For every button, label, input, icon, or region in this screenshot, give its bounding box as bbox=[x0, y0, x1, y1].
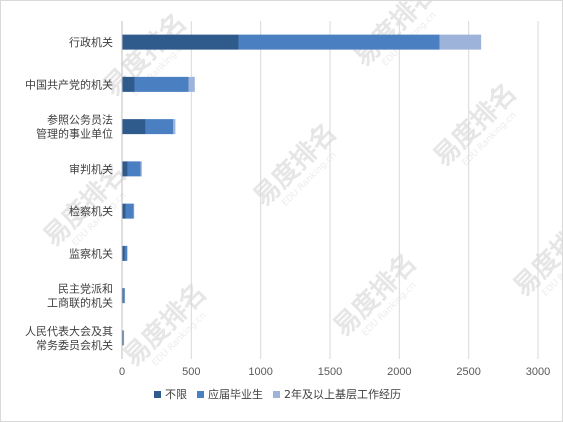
bar-segment bbox=[133, 203, 135, 219]
bar-segment bbox=[122, 119, 146, 135]
bar-segment bbox=[188, 76, 195, 92]
bar-segment bbox=[125, 203, 134, 219]
x-tick-label: 2500 bbox=[456, 366, 480, 378]
category-label: 监察机关 bbox=[69, 246, 113, 260]
legend-swatch bbox=[273, 391, 280, 398]
x-tick-label: 1000 bbox=[248, 366, 272, 378]
bar-segment bbox=[145, 119, 174, 135]
bar-segment bbox=[122, 76, 135, 92]
bar-segment bbox=[134, 76, 189, 92]
bar-segment bbox=[173, 119, 176, 135]
category-label: 行政机关 bbox=[69, 35, 113, 49]
bar-segment bbox=[122, 34, 239, 50]
bar-segment bbox=[126, 245, 128, 261]
bar-segment bbox=[122, 245, 125, 261]
category-label: 中国共产党的机关 bbox=[25, 77, 113, 91]
legend-label: 2年及以上基层工作经历 bbox=[284, 387, 401, 401]
bar-segment bbox=[122, 161, 128, 177]
category-label: 民主党派和工商联的机关 bbox=[47, 283, 113, 310]
bar-segment bbox=[122, 203, 126, 219]
legend-swatch bbox=[154, 391, 161, 398]
bar-segment bbox=[123, 288, 125, 304]
x-tick-label: 3000 bbox=[526, 366, 550, 378]
category-label: 人民代表大会及其常务委员会机关 bbox=[25, 324, 113, 352]
bar-segment bbox=[124, 245, 127, 261]
category-label: 参照公务员法管理的事业单位 bbox=[36, 113, 113, 141]
category-label: 审判机关 bbox=[69, 162, 113, 176]
legend-label: 应届毕业生 bbox=[208, 387, 263, 401]
x-tick-label: 1500 bbox=[318, 366, 342, 378]
bar-segment bbox=[122, 288, 124, 304]
bar-segment bbox=[439, 34, 482, 50]
legend-swatch bbox=[197, 391, 204, 398]
legend-label: 不限 bbox=[165, 388, 187, 401]
x-tick-label: 500 bbox=[182, 366, 200, 378]
x-tick-label: 0 bbox=[119, 366, 125, 378]
bar-segment bbox=[238, 34, 440, 50]
bar-segment bbox=[122, 330, 124, 346]
x-tick-label: 2000 bbox=[387, 366, 411, 378]
bar-segment bbox=[140, 161, 142, 177]
bar-segment bbox=[127, 161, 141, 177]
category-label: 检察机关 bbox=[69, 204, 113, 218]
